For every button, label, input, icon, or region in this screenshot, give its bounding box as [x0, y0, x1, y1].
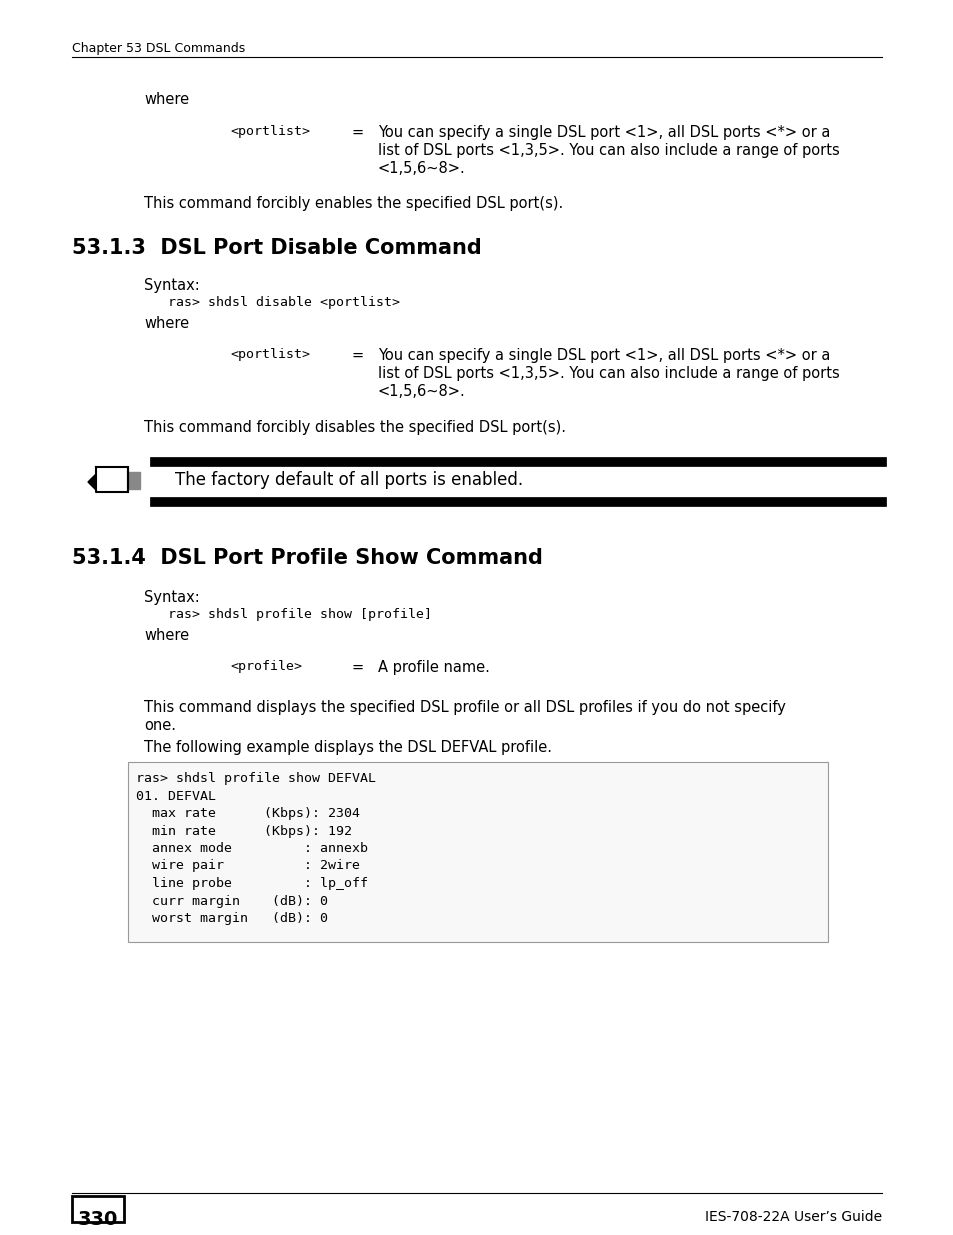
Text: You can specify a single DSL port <1>, all DSL ports <*> or a: You can specify a single DSL port <1>, a…	[377, 125, 829, 140]
Text: list of DSL ports <1,3,5>. You can also include a range of ports: list of DSL ports <1,3,5>. You can also …	[377, 366, 839, 382]
Text: You can specify a single DSL port <1>, all DSL ports <*> or a: You can specify a single DSL port <1>, a…	[377, 348, 829, 363]
Text: Chapter 53 DSL Commands: Chapter 53 DSL Commands	[71, 42, 245, 56]
Text: 53.1.4  DSL Port Profile Show Command: 53.1.4 DSL Port Profile Show Command	[71, 548, 542, 568]
Text: where: where	[144, 629, 189, 643]
Text: where: where	[144, 316, 189, 331]
Text: curr margin    (dB): 0: curr margin (dB): 0	[136, 894, 328, 908]
Text: list of DSL ports <1,3,5>. You can also include a range of ports: list of DSL ports <1,3,5>. You can also …	[377, 143, 839, 158]
Text: where: where	[144, 91, 189, 107]
Text: IES-708-22A User’s Guide: IES-708-22A User’s Guide	[704, 1210, 882, 1224]
Text: Syntax:: Syntax:	[144, 278, 199, 293]
Text: ras> shdsl profile show DEFVAL: ras> shdsl profile show DEFVAL	[136, 772, 375, 785]
Text: <profile>: <profile>	[230, 659, 302, 673]
Text: wire pair          : 2wire: wire pair : 2wire	[136, 860, 359, 872]
Text: =: =	[352, 659, 364, 676]
Text: A profile name.: A profile name.	[377, 659, 489, 676]
Text: worst margin   (dB): 0: worst margin (dB): 0	[136, 911, 328, 925]
Text: 330: 330	[78, 1210, 118, 1229]
Text: The following example displays the DSL DEFVAL profile.: The following example displays the DSL D…	[144, 740, 552, 755]
Text: This command forcibly disables the specified DSL port(s).: This command forcibly disables the speci…	[144, 420, 565, 435]
Text: ras> shdsl disable <portlist>: ras> shdsl disable <portlist>	[152, 296, 399, 309]
Polygon shape	[96, 467, 128, 492]
Polygon shape	[128, 472, 140, 489]
Text: This command displays the specified DSL profile or all DSL profiles if you do no: This command displays the specified DSL …	[144, 700, 785, 715]
Text: line probe         : lp_off: line probe : lp_off	[136, 877, 368, 890]
Text: <portlist>: <portlist>	[230, 125, 310, 138]
Bar	[71, 1195, 124, 1221]
Text: <portlist>: <portlist>	[230, 348, 310, 361]
Bar	[128, 762, 827, 941]
Text: This command forcibly enables the specified DSL port(s).: This command forcibly enables the specif…	[144, 196, 562, 211]
Text: min rate      (Kbps): 192: min rate (Kbps): 192	[136, 825, 352, 837]
Text: <1,5,6~8>.: <1,5,6~8>.	[377, 384, 465, 399]
Text: ras> shdsl profile show [profile]: ras> shdsl profile show [profile]	[152, 608, 432, 621]
Text: one.: one.	[144, 718, 175, 734]
Text: 53.1.3  DSL Port Disable Command: 53.1.3 DSL Port Disable Command	[71, 238, 481, 258]
Text: max rate      (Kbps): 2304: max rate (Kbps): 2304	[136, 806, 359, 820]
Text: The factory default of all ports is enabled.: The factory default of all ports is enab…	[174, 471, 522, 489]
Text: 01. DEFVAL: 01. DEFVAL	[136, 789, 215, 803]
Polygon shape	[88, 474, 96, 490]
Text: =: =	[352, 125, 364, 140]
Text: <1,5,6~8>.: <1,5,6~8>.	[377, 161, 465, 177]
Text: Syntax:: Syntax:	[144, 590, 199, 605]
Text: =: =	[352, 348, 364, 363]
Text: annex mode         : annexb: annex mode : annexb	[136, 842, 368, 855]
